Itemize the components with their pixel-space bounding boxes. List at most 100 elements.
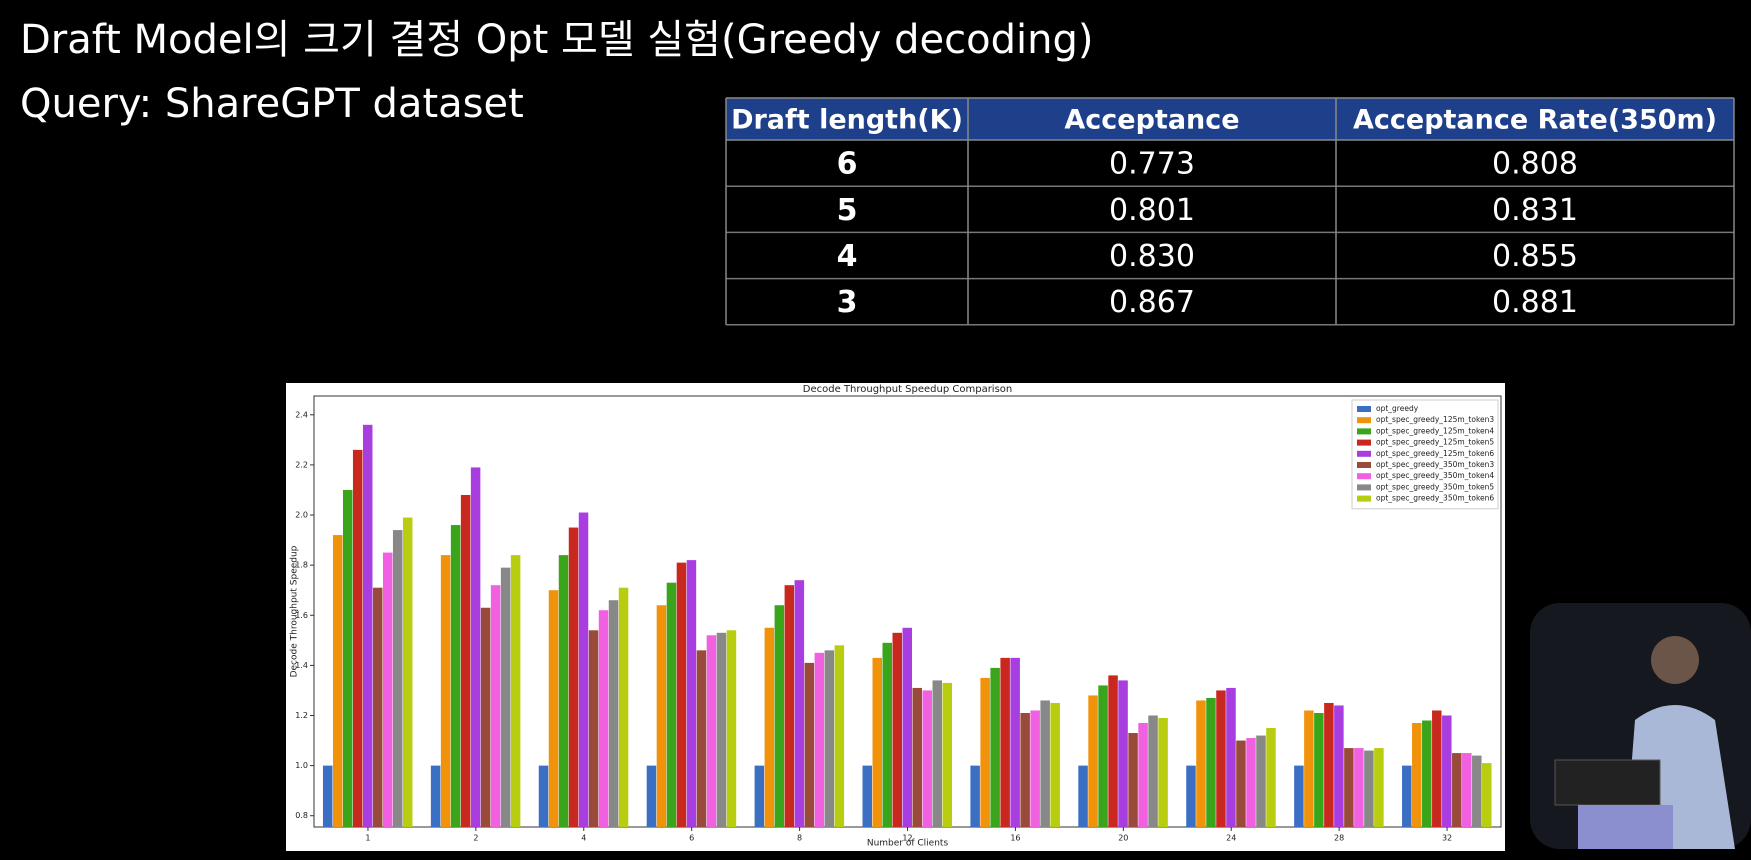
bar xyxy=(902,627,912,827)
x-tick-label: 16 xyxy=(1010,834,1020,843)
bar xyxy=(970,765,980,827)
bar xyxy=(942,682,952,827)
x-tick-label: 24 xyxy=(1226,834,1236,843)
bar xyxy=(510,555,521,827)
bar xyxy=(1334,705,1344,827)
legend-swatch xyxy=(1357,495,1371,502)
bar xyxy=(1442,715,1452,827)
table-header-cell: Acceptance xyxy=(1064,105,1239,136)
legend-swatch xyxy=(1357,462,1371,468)
table-cell: 0.855 xyxy=(1492,239,1578,274)
bar xyxy=(1364,750,1374,827)
legend-swatch xyxy=(1357,417,1371,424)
chart-title: Decode Throughput Speedup Comparison xyxy=(803,384,1013,395)
bar xyxy=(382,552,393,827)
table-cell: 3 xyxy=(837,285,858,320)
slide-subtitle: Query: ShareGPT dataset xyxy=(20,81,524,127)
bar xyxy=(1294,765,1304,827)
bar xyxy=(352,449,363,827)
x-tick-label: 2 xyxy=(473,834,478,843)
bar xyxy=(676,562,687,827)
bar xyxy=(872,657,882,827)
y-tick-label: 2.0 xyxy=(295,511,308,520)
x-tick-label: 28 xyxy=(1334,834,1344,843)
bar xyxy=(332,535,343,827)
table: Draft length(K) Acceptance Acceptance Rate… xyxy=(725,97,1735,326)
bar xyxy=(754,765,765,827)
laptop xyxy=(1554,759,1661,806)
bar xyxy=(1226,687,1236,827)
legend-swatch xyxy=(1357,450,1371,457)
bar xyxy=(1098,685,1108,827)
bar xyxy=(1314,712,1324,827)
bar xyxy=(1412,723,1422,827)
table-cell: 0.801 xyxy=(1109,193,1195,228)
bar xyxy=(1482,763,1492,827)
bar xyxy=(862,765,872,827)
bar xyxy=(1256,735,1266,827)
bar xyxy=(440,555,451,827)
x-tick-label: 1 xyxy=(365,834,370,843)
bar xyxy=(892,632,902,827)
bar xyxy=(460,494,471,827)
y-tick-label: 0.8 xyxy=(295,811,308,820)
legend-label: opt_spec_greedy_125m_token4 xyxy=(1376,426,1494,435)
bar xyxy=(1148,715,1158,827)
bar xyxy=(696,650,707,827)
bar xyxy=(1050,702,1060,827)
bar xyxy=(588,630,599,827)
bar xyxy=(774,605,785,827)
bar xyxy=(834,645,845,827)
bar xyxy=(342,489,353,827)
bar xyxy=(618,587,629,827)
bar xyxy=(824,650,835,827)
bar xyxy=(1040,700,1050,827)
bar xyxy=(1108,675,1118,827)
bar xyxy=(322,765,333,827)
legend-label: opt_spec_greedy_350m_token6 xyxy=(1376,494,1494,503)
slide-title: Draft Model의 크기 결정 Opt 모델 실험(Greedy deco… xyxy=(20,17,1093,63)
bar xyxy=(1010,657,1020,827)
bar xyxy=(922,690,932,827)
legend-swatch xyxy=(1357,439,1371,446)
bar xyxy=(990,667,1000,827)
bar xyxy=(362,424,373,827)
table-cell: 5 xyxy=(837,193,858,228)
y-tick-label: 1.0 xyxy=(295,761,308,770)
bar xyxy=(980,677,990,827)
bar xyxy=(656,605,667,827)
legend-swatch xyxy=(1357,428,1371,435)
legend-label: opt_spec_greedy_125m_token6 xyxy=(1376,449,1494,458)
bar xyxy=(1196,700,1206,827)
y-tick-label: 1.6 xyxy=(295,611,308,620)
bar xyxy=(568,527,579,827)
bar xyxy=(450,525,461,827)
bar xyxy=(726,630,737,827)
bar xyxy=(480,607,491,827)
legend-label: opt_spec_greedy_350m_token3 xyxy=(1376,460,1494,469)
table-header-cell: Draft length(K) xyxy=(731,105,963,136)
bar xyxy=(1206,697,1216,827)
legend-box xyxy=(1351,399,1499,510)
bar xyxy=(1374,748,1384,827)
legend-swatch xyxy=(1357,473,1371,480)
bar xyxy=(1246,738,1256,827)
bar xyxy=(558,555,569,827)
bar xyxy=(1216,690,1226,827)
bar xyxy=(490,585,501,827)
legend-label: opt_spec_greedy_350m_token5 xyxy=(1376,482,1494,491)
legend-label: opt_spec_greedy_125m_token3 xyxy=(1376,415,1494,424)
bar xyxy=(500,567,511,827)
bar xyxy=(1186,765,1196,827)
table-cell: 0.881 xyxy=(1492,285,1578,320)
x-tick-label: 32 xyxy=(1442,834,1452,843)
table-cell: 0.830 xyxy=(1109,239,1195,274)
bar xyxy=(598,610,609,827)
y-tick-label: 2.2 xyxy=(295,460,308,469)
bar xyxy=(1030,710,1040,827)
table-cell: 4 xyxy=(837,239,858,274)
y-tick-label: 1.2 xyxy=(295,711,308,720)
bar xyxy=(1078,765,1088,827)
bar xyxy=(706,635,717,827)
